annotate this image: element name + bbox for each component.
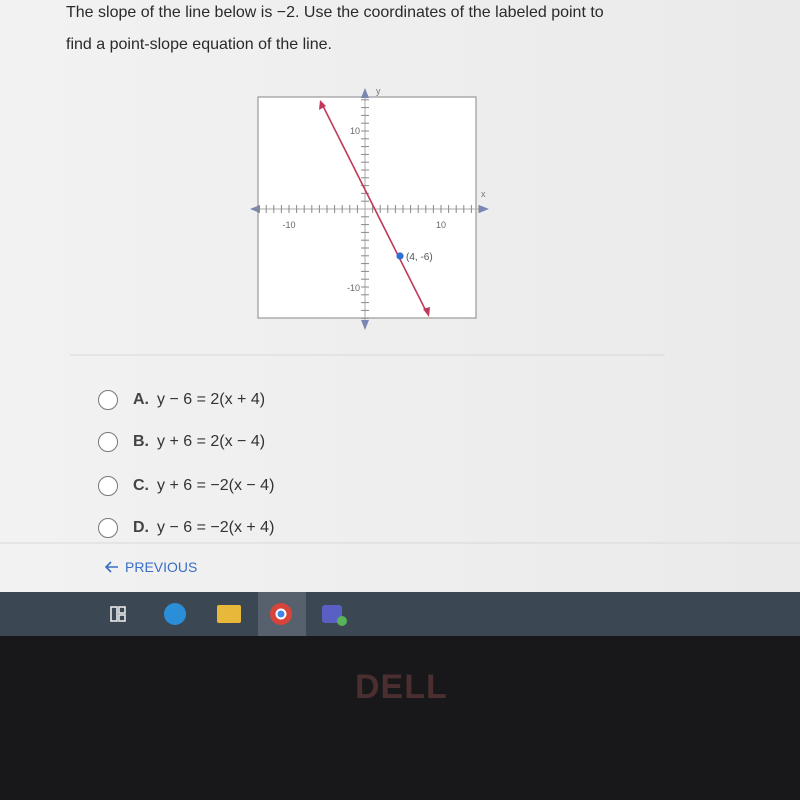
- taskbar: [0, 592, 800, 636]
- y-tick-label: 10: [350, 126, 360, 136]
- teams-icon[interactable]: [322, 605, 342, 623]
- graph: x y -10 10 10 -10 (4, -6): [0, 86, 800, 573]
- x-tick-label: 10: [436, 220, 446, 230]
- previous-button[interactable]: PREVIOUS: [125, 559, 198, 575]
- option-equation: y + 6 = −2(x − 4): [157, 477, 275, 494]
- screen: The slope of the line below is −2. Use t…: [0, 0, 800, 592]
- option[interactable]: D. y − 6 = −2(x + 4): [98, 513, 274, 543]
- y-axis-label: y: [376, 86, 381, 96]
- point-label: (4, -6): [406, 252, 433, 263]
- labeled-point: [396, 252, 404, 260]
- option-letter: A.: [133, 391, 149, 408]
- option[interactable]: B. y + 6 = 2(x − 4): [98, 427, 265, 457]
- option-letter: B.: [133, 433, 149, 450]
- laptop-bezel: [0, 636, 800, 800]
- option-letter: D.: [133, 519, 149, 536]
- question-line: The slope of the line below is −2. Use t…: [66, 4, 604, 21]
- option[interactable]: C. y + 6 = −2(x − 4): [98, 471, 274, 501]
- x-axis-label: x: [481, 189, 486, 199]
- option-equation: y + 6 = 2(x − 4): [157, 433, 266, 450]
- option-equation: y − 6 = −2(x + 4): [157, 519, 275, 536]
- brand-logo: DELL: [355, 668, 448, 706]
- option-equation: y − 6 = 2(x + 4): [157, 391, 266, 408]
- x-tick-label: -10: [282, 220, 295, 230]
- option-letter: C.: [133, 477, 149, 494]
- y-tick-label: -10: [347, 283, 360, 293]
- question-line: find a point-slope equation of the line.: [66, 36, 332, 53]
- edge-icon[interactable]: [164, 603, 186, 625]
- graph-line: [321, 103, 428, 314]
- explorer-icon[interactable]: [217, 605, 241, 623]
- option[interactable]: A. y − 6 = 2(x + 4): [98, 385, 265, 415]
